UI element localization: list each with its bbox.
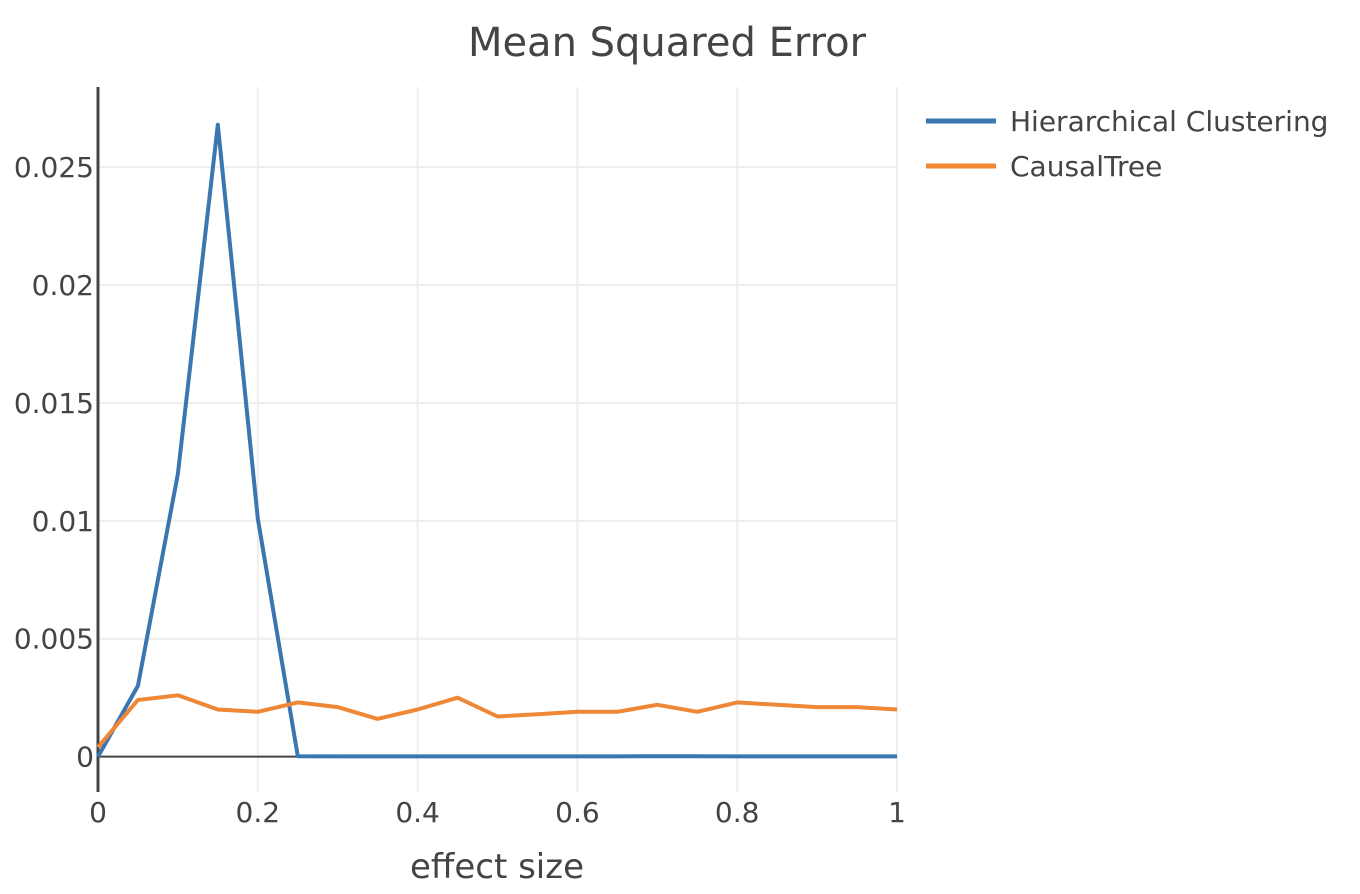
x-tick-labels: 0 0.2 0.4 0.6 0.8 1 (89, 796, 906, 829)
x-tick-label: 1 (888, 796, 906, 829)
chart-title: Mean Squared Error (468, 20, 867, 66)
x-tick-label: 0.6 (555, 796, 600, 829)
axes (96, 87, 897, 792)
y-tick-label: 0.005 (14, 623, 94, 656)
x-tick-label: 0.4 (395, 796, 440, 829)
x-axis-title: effect size (410, 847, 584, 887)
y-tick-label: 0.015 (14, 387, 94, 420)
y-tick-label: 0 (76, 741, 94, 774)
gridlines (98, 87, 898, 792)
y-tick-labels: 0 0.005 0.01 0.015 0.02 0.025 (14, 151, 94, 773)
x-tick-label: 0.2 (236, 796, 281, 829)
legend[interactable]: Hierarchical Clustering CausalTree (926, 105, 1328, 183)
y-tick-label: 0.025 (14, 151, 94, 184)
legend-item[interactable]: CausalTree (926, 150, 1162, 183)
legend-label: Hierarchical Clustering (1010, 105, 1328, 138)
y-tick-label: 0.01 (32, 505, 94, 538)
series-line-causaltree[interactable] (96, 693, 898, 749)
y-tick-label: 0.02 (32, 269, 94, 302)
x-tick-label: 0.8 (715, 796, 760, 829)
x-tick-label: 0 (89, 796, 107, 829)
series-line-hierarchical-clustering[interactable] (96, 122, 897, 759)
legend-item[interactable]: Hierarchical Clustering (926, 105, 1328, 138)
legend-label: CausalTree (1010, 150, 1162, 183)
series-lines (96, 122, 898, 759)
